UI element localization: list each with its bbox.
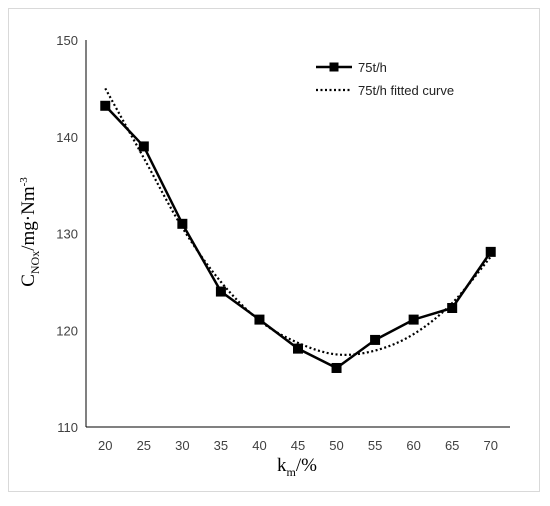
data-point-marker [293,343,303,354]
x-tick-label: 50 [329,438,343,453]
tick-labels: 110 120 130 140 150 20 25 30 35 40 45 50 55 60 65 70 [56,33,498,453]
x-tick-label: 35 [214,438,228,453]
x-axis-title-sub: m [287,465,297,479]
data-point-marker [177,218,188,229]
x-axis-title-rest: /% [296,455,317,476]
series-layer [100,87,496,373]
series-line-75th [104,104,492,370]
data-point-marker [138,141,149,152]
x-tick-label: 45 [291,438,305,453]
x-tick-label: 65 [445,438,459,453]
x-tick-label: 30 [175,438,189,453]
series-line-fitted-curve [104,87,492,356]
x-axis-title-main: k [277,455,287,476]
x-tick-label: 60 [406,438,420,453]
y-tick-label: 150 [56,33,78,48]
y-tick-label: 140 [56,130,78,145]
legend-marker-square [329,62,339,72]
y-axis-title-sub: NOx [28,251,42,274]
x-axis-title: km/% [277,455,317,479]
x-tick-label: 70 [483,438,497,453]
data-point-marker [485,246,496,257]
y-tick-label: 130 [56,227,78,242]
x-tick-label: 55 [368,438,382,453]
y-tick-label: 110 [57,420,78,435]
legend-label-series-2: 75t/h fitted curve [358,83,454,98]
data-point-marker [447,302,458,313]
y-axis-title-sup: -3 [18,177,30,187]
x-tick-label: 20 [98,438,112,453]
y-axis-title-main: C [18,274,39,287]
axes [85,40,510,428]
data-point-marker [331,362,342,373]
y-tick-label: 120 [56,323,78,338]
data-point-marker [215,286,226,297]
x-tick-label: 40 [252,438,266,453]
legend-label-series-1: 75t/h [358,60,387,75]
x-tick-label: 25 [137,438,151,453]
chart-frame [8,8,540,492]
data-point-marker [370,334,381,345]
y-axis-title-rest: /mg·Nm [18,186,39,251]
data-point-marker [100,100,111,111]
data-point-marker [408,314,419,325]
data-point-marker [254,314,265,325]
y-axis-title: CNOx/mg·Nm-3 [18,177,42,287]
legend: 75t/h 75t/h fitted curve [316,60,454,98]
